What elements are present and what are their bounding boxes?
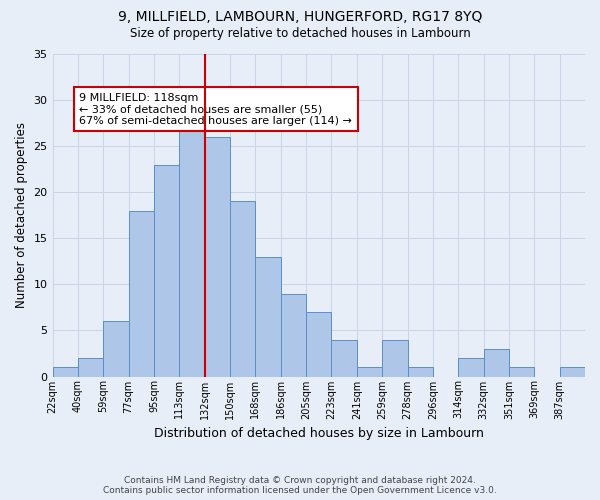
Bar <box>205 137 230 376</box>
Bar <box>407 368 433 376</box>
Bar <box>78 358 103 376</box>
Bar <box>53 368 78 376</box>
Y-axis label: Number of detached properties: Number of detached properties <box>15 122 28 308</box>
Bar <box>331 340 357 376</box>
Text: 9, MILLFIELD, LAMBOURN, HUNGERFORD, RG17 8YQ: 9, MILLFIELD, LAMBOURN, HUNGERFORD, RG17… <box>118 10 482 24</box>
Bar <box>509 368 534 376</box>
Bar <box>103 321 128 376</box>
Text: Size of property relative to detached houses in Lambourn: Size of property relative to detached ho… <box>130 28 470 40</box>
Bar <box>128 210 154 376</box>
Text: 9 MILLFIELD: 118sqm
← 33% of detached houses are smaller (55)
67% of semi-detach: 9 MILLFIELD: 118sqm ← 33% of detached ho… <box>79 92 352 126</box>
Bar <box>281 294 306 376</box>
Bar <box>256 256 281 376</box>
Bar <box>382 340 407 376</box>
Bar <box>484 349 509 376</box>
Bar <box>179 118 205 376</box>
Bar <box>230 202 256 376</box>
Text: Contains public sector information licensed under the Open Government Licence v3: Contains public sector information licen… <box>103 486 497 495</box>
Bar <box>154 164 179 376</box>
Bar <box>357 368 382 376</box>
Bar <box>458 358 484 376</box>
Bar <box>560 368 585 376</box>
X-axis label: Distribution of detached houses by size in Lambourn: Distribution of detached houses by size … <box>154 427 484 440</box>
Text: Contains HM Land Registry data © Crown copyright and database right 2024.: Contains HM Land Registry data © Crown c… <box>124 476 476 485</box>
Bar <box>306 312 331 376</box>
